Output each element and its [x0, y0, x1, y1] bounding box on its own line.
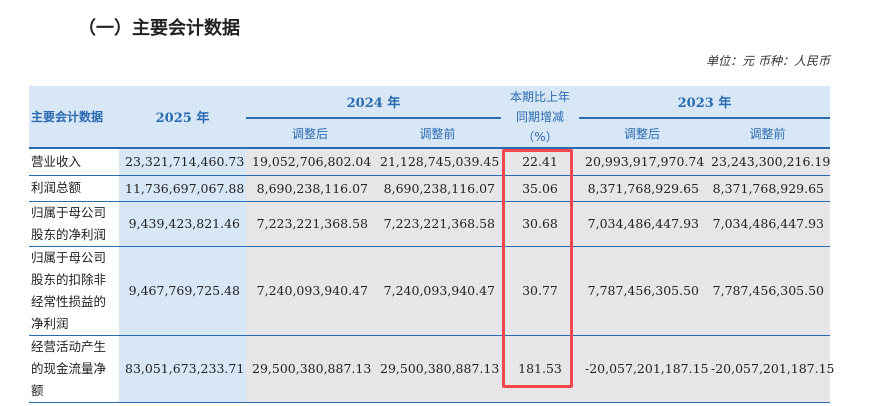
value-2023-adjusted-after: 7,034,486,447.93 [579, 201, 705, 247]
value-change-percent: 30.77 [501, 246, 579, 336]
value-2023-adjusted-after: 20,993,917,970.74 [579, 148, 705, 176]
value-2023-adjusted-before: 23,243,300,216.19 [705, 148, 830, 176]
value-2023-adjusted-before: -20,057,201,187.15 [705, 335, 835, 403]
header-2024-before: 调整前 [374, 118, 501, 149]
value-change-percent: 181.53 [501, 335, 579, 403]
accounting-data-table: 主要会计数据 2025 年 2024 年 本期比上年同期增减 （%） 2023 年… [29, 86, 835, 403]
value-2025: 9,439,423,821.46 [119, 201, 246, 247]
row-label: 经营活动产生的现金流量净额 [29, 335, 119, 403]
value-2023-adjusted-before: 7,034,486,447.93 [705, 201, 830, 247]
highlight-box [502, 149, 573, 388]
value-2024-adjusted-after: 7,223,221,368.58 [246, 201, 374, 247]
value-2023-adjusted-after: 7,787,456,305.50 [579, 246, 705, 336]
value-2024-adjusted-before: 8,690,238,116.07 [374, 175, 501, 202]
header-2023-before: 调整前 [705, 118, 830, 149]
header-2024: 2024 年 [246, 86, 501, 119]
header-2025: 2025 年 [119, 86, 246, 149]
row-label: 营业收入 [29, 148, 119, 176]
header-2023: 2023 年 [579, 86, 830, 119]
value-2023-adjusted-after: -20,057,201,187.15 [579, 335, 709, 403]
header-2023-after: 调整后 [579, 118, 705, 149]
value-2024-adjusted-after: 19,052,706,802.04 [246, 148, 374, 176]
value-2024-adjusted-after: 29,500,380,887.13 [246, 335, 374, 403]
value-2024-adjusted-before: 29,500,380,887.13 [374, 335, 501, 403]
value-change-percent: 35.06 [501, 175, 579, 202]
header-2024-after: 调整后 [246, 118, 374, 149]
value-2024-adjusted-after: 8,690,238,116.07 [246, 175, 374, 202]
header-change-label: 本期比上年同期增减 [509, 89, 570, 124]
table-row: 利润总额 11,736,697,067.88 8,690,238,116.07 8,6… [29, 175, 830, 202]
table-row: 归属于母公司股东的扣除非经常性损益的净利润 9,467,769,725.48 7,2… [29, 246, 830, 336]
table-row: 经营活动产生的现金流量净额 83,051,673,233.71 29,500,380… [29, 335, 835, 403]
header-item: 主要会计数据 [29, 86, 119, 149]
value-2025: 23,321,714,460.73 [119, 148, 246, 176]
value-2024-adjusted-before: 7,223,221,368.58 [374, 201, 501, 247]
unit-note: 单位：元 币种：人民币 [706, 54, 830, 68]
value-2025: 9,467,769,725.48 [119, 246, 246, 336]
value-change-percent: 22.41 [501, 148, 579, 176]
value-2025: 83,051,673,233.71 [119, 335, 246, 403]
row-label: 归属于母公司股东的净利润 [29, 201, 119, 247]
value-2025: 11,736,697,067.88 [119, 175, 246, 202]
value-change-percent: 30.68 [501, 201, 579, 247]
row-label: 利润总额 [29, 175, 119, 202]
value-2024-adjusted-before: 7,240,093,940.47 [374, 246, 501, 336]
header-change: 本期比上年同期增减 （%） [501, 86, 579, 149]
value-2023-adjusted-after: 8,371,768,929.65 [579, 175, 705, 202]
table-row: 营业收入 23,321,714,460.73 19,052,706,802.04 21… [29, 148, 830, 176]
section-title: （一）主要会计数据 [78, 18, 240, 39]
value-2023-adjusted-before: 7,787,456,305.50 [705, 246, 830, 336]
value-2024-adjusted-after: 7,240,093,940.47 [246, 246, 374, 336]
table-row: 归属于母公司股东的净利润 9,439,423,821.46 7,223,221,36… [29, 201, 830, 247]
value-2023-adjusted-before: 8,371,768,929.65 [705, 175, 830, 202]
header-change-unit: （%） [522, 129, 558, 144]
row-label: 归属于母公司股东的扣除非经常性损益的净利润 [29, 246, 119, 336]
value-2024-adjusted-before: 21,128,745,039.45 [374, 148, 501, 176]
